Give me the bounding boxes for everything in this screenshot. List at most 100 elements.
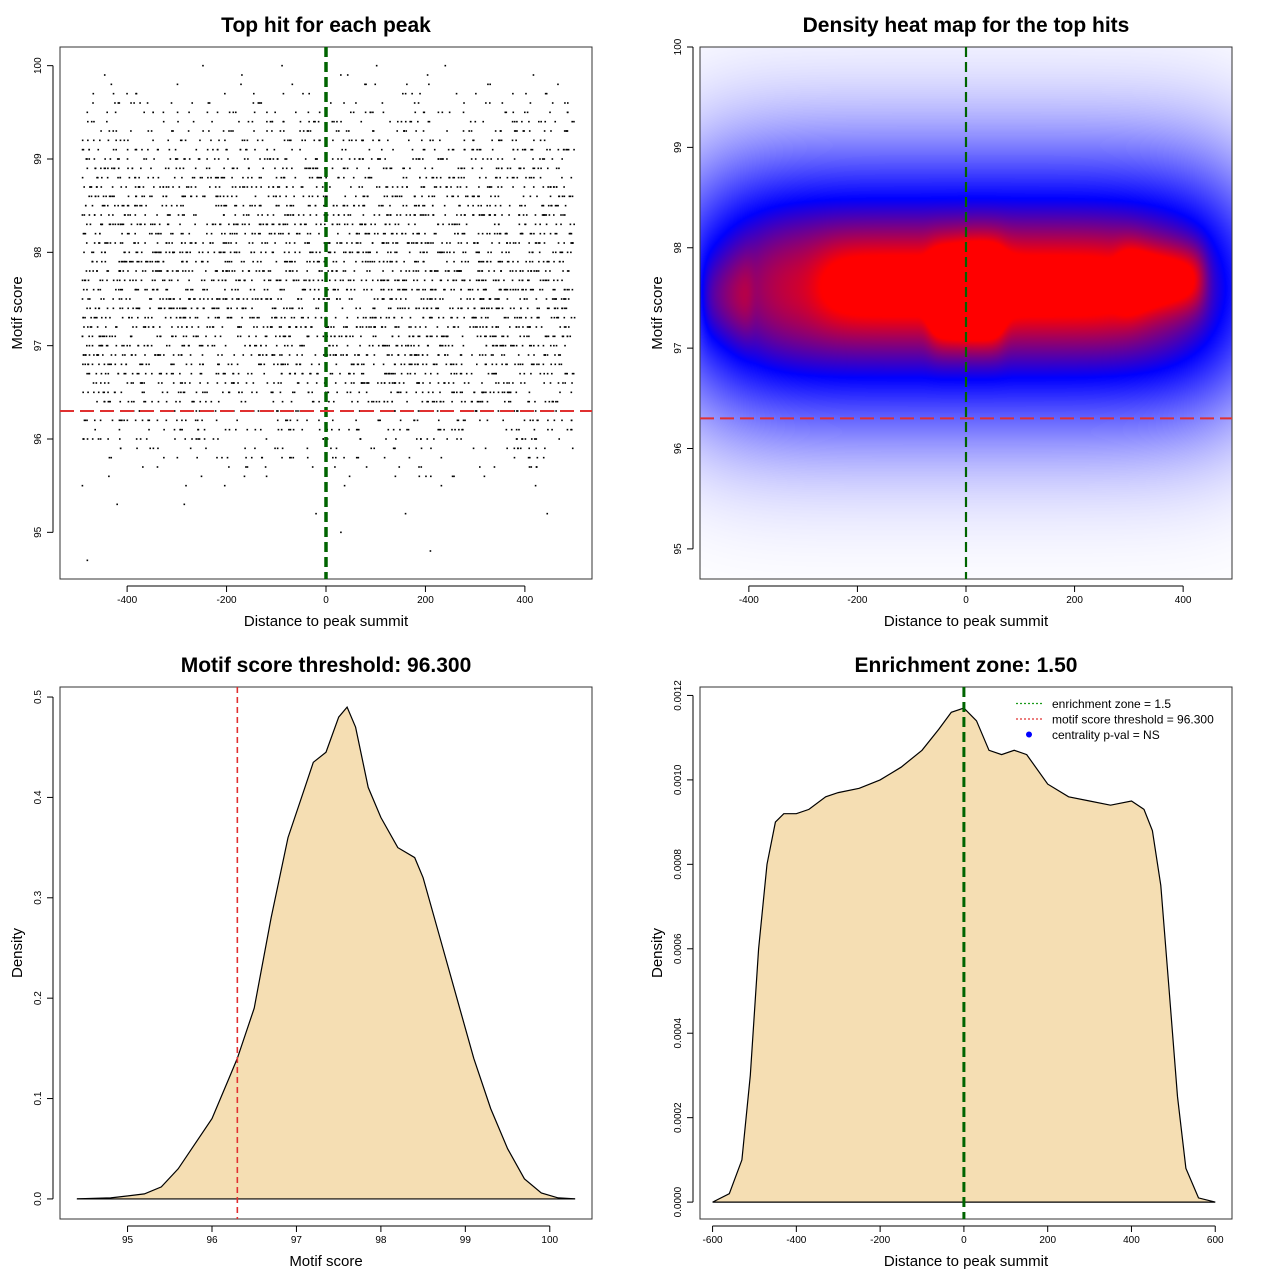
scatter-point: [374, 335, 377, 338]
scatter-point: [554, 354, 556, 356]
scatter-point: [142, 186, 145, 188]
scatter-point: [415, 354, 418, 356]
scatter-point: [571, 372, 574, 375]
scatter-point: [266, 382, 269, 384]
scatter-point: [437, 354, 439, 356]
scatter-point: [96, 270, 98, 272]
scatter-point: [165, 288, 167, 291]
scatter-point: [88, 372, 90, 375]
scatter-point: [202, 64, 204, 67]
scatter-point: [565, 307, 568, 310]
scatter-point: [337, 232, 339, 235]
scatter-point: [162, 111, 165, 114]
scatter-point: [520, 316, 523, 319]
scatter-point: [533, 438, 536, 440]
scatter-point: [93, 316, 96, 319]
scatter-point: [136, 204, 138, 207]
scatter-point: [361, 326, 364, 328]
scatter-point: [402, 92, 404, 95]
scatter-point: [249, 204, 251, 207]
scatter-point: [441, 111, 444, 114]
scatter-point: [384, 232, 386, 235]
scatter-point: [241, 139, 244, 142]
scatter-point: [459, 204, 461, 207]
scatter-point: [206, 158, 208, 160]
scatter-point: [318, 111, 321, 114]
scatter-point: [328, 242, 331, 244]
scatter-point: [292, 428, 295, 431]
scatter-point: [412, 158, 414, 160]
scatter-point: [538, 363, 540, 366]
scatter-point: [486, 158, 489, 160]
scatter-point: [290, 400, 293, 403]
scatter-point: [370, 326, 372, 328]
scatter-point: [231, 288, 233, 291]
scatter-point: [555, 186, 558, 188]
scatter-point: [121, 354, 124, 356]
scatter-point: [414, 223, 416, 226]
scatter-point: [103, 335, 106, 338]
scatter-point: [255, 391, 258, 394]
scatter-point: [97, 391, 100, 394]
scatter-point: [86, 419, 88, 422]
scatter-point: [482, 214, 484, 216]
scatter-point: [457, 326, 460, 328]
scatter-point: [124, 372, 127, 375]
scatter-point: [437, 223, 440, 226]
scatter-point: [263, 270, 265, 272]
scatter-point: [501, 354, 503, 356]
scatter-point: [274, 316, 276, 319]
scatter-point: [559, 260, 561, 263]
scatter-point: [388, 316, 390, 319]
scatter-point: [534, 400, 536, 403]
scatter-point: [199, 363, 201, 366]
scatter-point: [497, 167, 500, 170]
x-tick-label: -400: [739, 595, 759, 606]
scatter-point: [169, 307, 172, 310]
scatter-point: [156, 335, 159, 338]
scatter-point: [276, 158, 279, 160]
scatter-point: [224, 344, 227, 347]
scatter-point: [218, 316, 220, 319]
scatter-point: [248, 167, 250, 170]
scatter-point: [420, 186, 423, 188]
scatter-point: [221, 279, 224, 282]
scatter-point: [528, 242, 530, 244]
scatter-point: [521, 438, 523, 440]
scatter-point: [427, 120, 430, 123]
scatter-point: [431, 400, 434, 403]
scatter-point: [263, 158, 266, 160]
scatter-point: [243, 279, 246, 282]
scatter-point: [417, 382, 419, 384]
scatter-point: [562, 214, 564, 216]
scatter-point: [188, 279, 190, 282]
scatter-point: [427, 214, 430, 216]
scatter-point: [546, 148, 548, 151]
scatter-point: [276, 279, 279, 282]
scatter-point: [121, 260, 124, 263]
scatter-point: [416, 279, 419, 282]
scatter-point: [434, 270, 436, 272]
scatter-point: [537, 316, 540, 319]
scatter-point: [371, 242, 374, 244]
scatter-point: [360, 120, 363, 123]
scatter-point: [504, 344, 507, 347]
scatter-point: [156, 260, 159, 263]
scatter-point: [113, 167, 115, 170]
scatter-point: [560, 363, 563, 366]
scatter-point: [332, 344, 334, 347]
scatter-point: [317, 279, 320, 282]
chart-title: Density heat map for the top hits: [803, 14, 1130, 37]
scatter-point: [456, 214, 458, 216]
scatter-point: [258, 270, 261, 272]
scatter-point: [140, 260, 143, 263]
scatter-point: [271, 391, 274, 394]
scatter-point: [276, 186, 279, 188]
scatter-point: [511, 270, 514, 272]
scatter-point: [190, 242, 193, 244]
scatter-point: [306, 447, 309, 450]
scatter-point: [135, 148, 138, 151]
scatter-point: [239, 148, 242, 151]
scatter-point: [174, 438, 176, 440]
scatter-point: [435, 363, 438, 366]
